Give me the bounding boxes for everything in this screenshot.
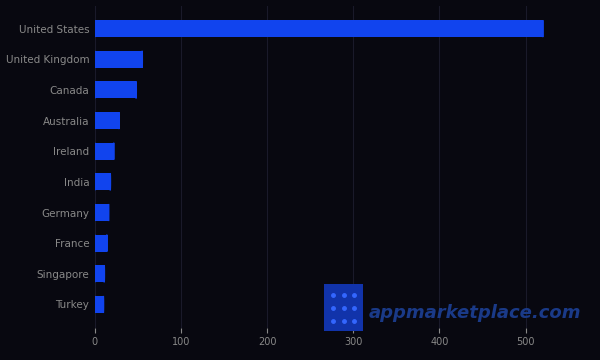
Bar — [95, 143, 113, 159]
Bar — [95, 20, 543, 37]
Bar — [95, 204, 109, 221]
FancyBboxPatch shape — [320, 280, 367, 336]
Bar — [95, 174, 110, 190]
Text: appmarketplace.com: appmarketplace.com — [369, 304, 581, 322]
Bar — [95, 51, 142, 68]
Bar — [95, 296, 103, 313]
Bar — [95, 81, 136, 98]
Bar — [95, 265, 104, 282]
Bar — [95, 235, 107, 252]
Bar — [95, 112, 119, 129]
